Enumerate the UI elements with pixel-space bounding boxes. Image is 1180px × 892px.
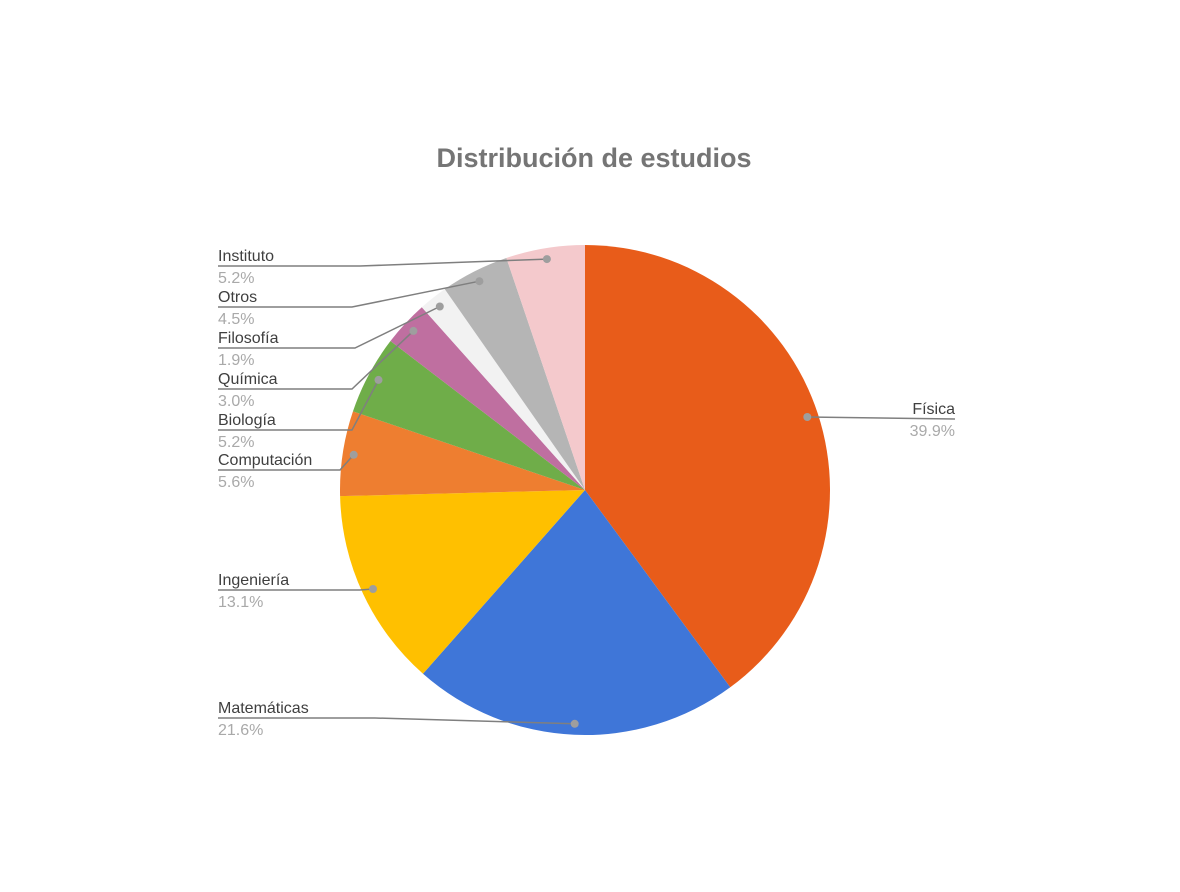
leader-line-computacion: [218, 454, 355, 471]
leader-line-biologia: [218, 379, 380, 431]
pie-slice-quimica[interactable]: [390, 307, 585, 490]
leader-line-filosofia: [218, 305, 441, 349]
label-pct-biologia: 5.2%: [218, 434, 254, 451]
label-name-quimica: Química: [218, 371, 278, 388]
leader-dot-quimica: [409, 326, 418, 335]
leader-line-quimica: [218, 330, 414, 390]
label-pct-fisica: 39.9%: [910, 423, 955, 440]
leader-line-instituto: [218, 258, 547, 267]
pie-slice-filosofia[interactable]: [421, 289, 585, 490]
label-name-instituto: Instituto: [218, 248, 274, 265]
label-pct-computacion: 5.6%: [218, 474, 254, 491]
label-pct-ingenieria: 13.1%: [218, 594, 263, 611]
pie-slice-computacion[interactable]: [340, 411, 585, 497]
leader-dot-matematicas: [570, 719, 579, 728]
pie-slice-otros[interactable]: [444, 257, 585, 490]
leader-dot-fisica: [803, 413, 812, 421]
leader-dot-computacion: [349, 450, 358, 459]
leader-lines-group: [218, 255, 956, 728]
leader-line-matematicas: [218, 717, 575, 725]
label-name-otros: Otros: [218, 289, 257, 306]
callout-labels-group: Física 39.9% Matemáticas 21.6% Ingeniería 13.…: [218, 248, 955, 739]
label-name-biologia: Biología: [218, 412, 276, 429]
label-name-ingenieria: Ingeniería: [218, 572, 289, 589]
label-name-filosofia: Filosofía: [218, 330, 279, 347]
leader-dot-ingenieria: [369, 585, 377, 593]
chart-title: Distribución de estudios: [436, 143, 751, 173]
leader-dot-filosofia: [435, 302, 444, 311]
label-pct-instituto: 5.2%: [218, 270, 254, 287]
leader-line-fisica: [807, 416, 956, 420]
leader-dot-biologia: [374, 375, 383, 384]
label-name-matematicas: Matemáticas: [218, 700, 309, 717]
label-pct-quimica: 3.0%: [218, 393, 254, 410]
pie-slice-biologia[interactable]: [352, 341, 585, 490]
pie-slices-group: [340, 245, 830, 736]
pie-slice-matematicas[interactable]: [422, 490, 731, 736]
label-pct-otros: 4.5%: [218, 311, 254, 328]
label-name-computacion: Computación: [218, 452, 312, 469]
pie-slice-ingenieria[interactable]: [340, 490, 585, 674]
pie-slice-instituto[interactable]: [506, 245, 585, 490]
leader-line-otros: [218, 280, 480, 308]
leader-dot-instituto: [542, 255, 551, 264]
label-pct-matematicas: 21.6%: [218, 722, 263, 739]
label-name-fisica: Física: [912, 401, 955, 418]
pie-slice-fisica[interactable]: [585, 245, 830, 688]
leader-line-ingenieria: [218, 588, 374, 591]
label-pct-filosofia: 1.9%: [218, 352, 254, 369]
leader-dot-otros: [475, 277, 484, 286]
